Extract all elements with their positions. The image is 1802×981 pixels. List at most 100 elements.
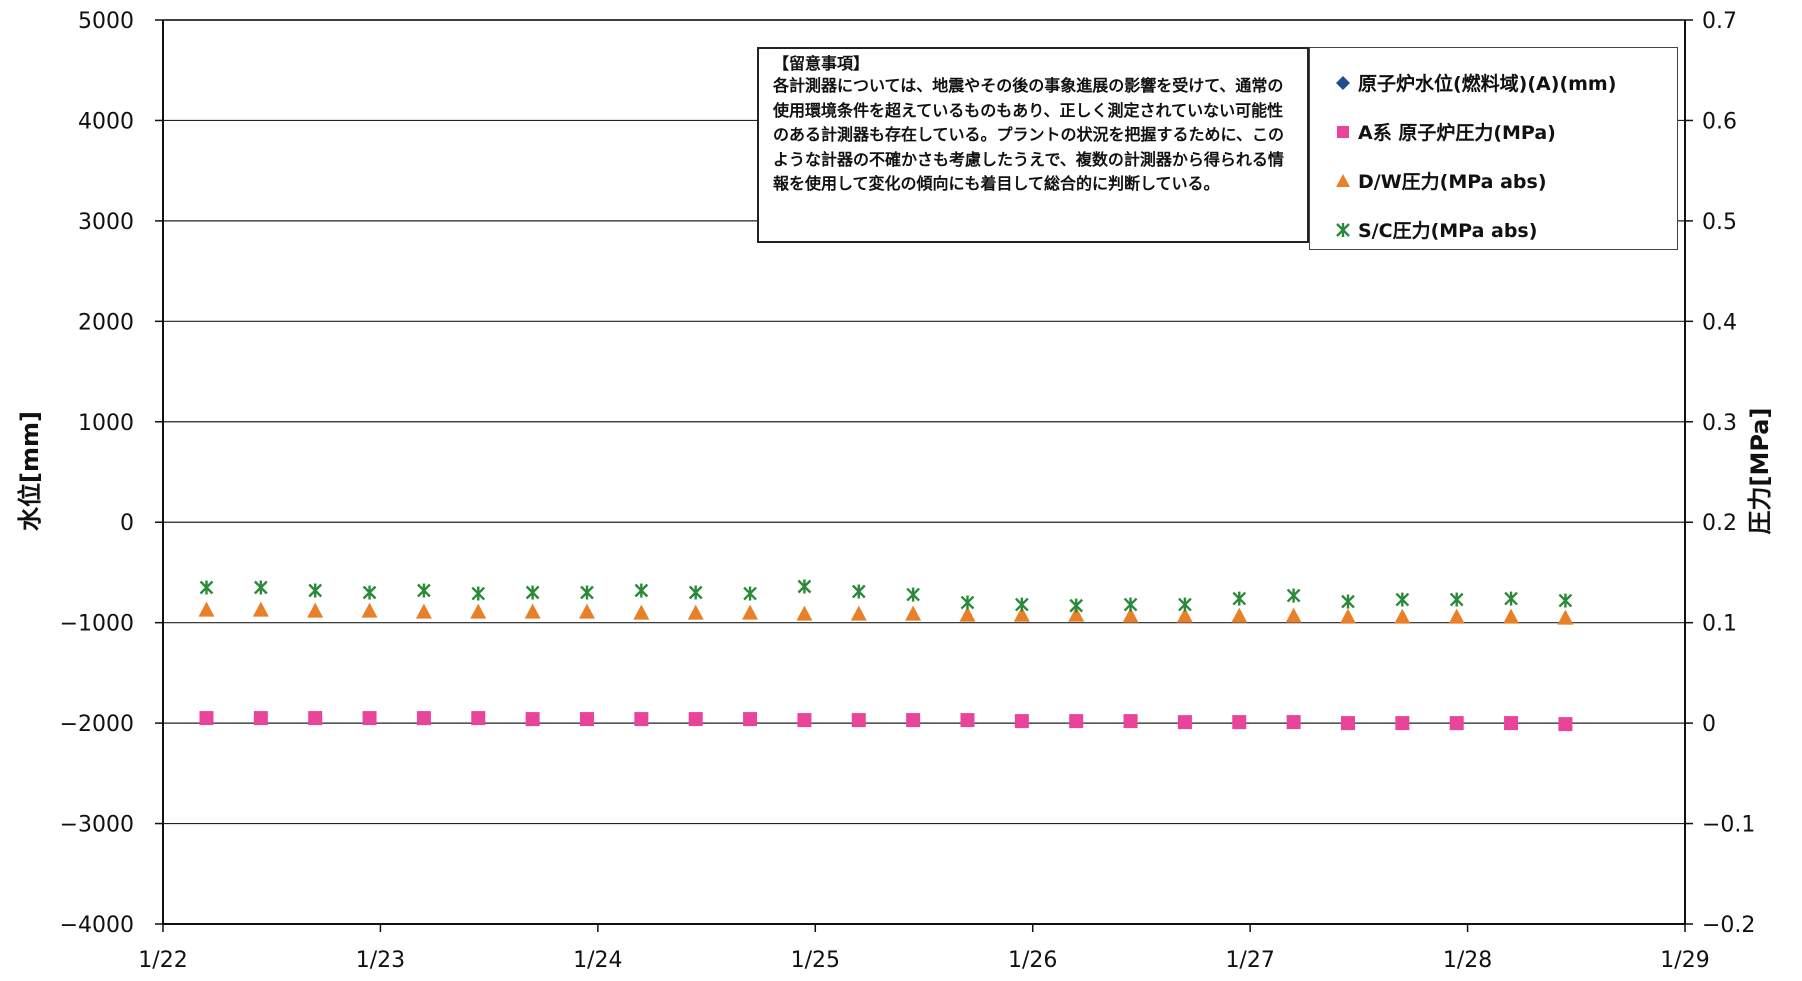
data-point: [1395, 716, 1409, 730]
data-point: [1232, 715, 1246, 729]
data-point: [689, 712, 703, 726]
data-point: [472, 587, 484, 601]
caution-note-title: 【留意事項】: [773, 53, 1297, 74]
data-point: [526, 712, 540, 726]
data-point: [1449, 609, 1465, 624]
data-point: [418, 584, 430, 598]
left-axis-ticks: 5000 4000 3000 2000 1000 0 −1000 −2000 −3000 −400…: [60, 9, 163, 938]
right-tick-label: −0.2: [1702, 913, 1755, 938]
data-point: [633, 605, 649, 620]
legend-label: 原子炉水位(燃料域)(A)(mm): [1358, 69, 1616, 96]
data-point: [200, 581, 212, 595]
data-point: [1178, 715, 1192, 729]
right-tick-label: 0.4: [1702, 310, 1737, 335]
data-point: [1069, 714, 1083, 728]
data-point: [198, 602, 214, 617]
data-point: [1450, 716, 1464, 730]
legend-item-water-level: 原子炉水位(燃料域)(A)(mm): [1334, 58, 1677, 107]
left-tick-label: −2000: [60, 712, 134, 737]
data-point: [742, 605, 758, 620]
data-point: [634, 712, 648, 726]
data-point: [363, 711, 377, 725]
series-square: [199, 711, 1572, 731]
legend-item-sc-pressure: S/C圧力(MPa abs): [1334, 205, 1677, 254]
left-tick-label: −4000: [60, 913, 134, 938]
data-point: [1286, 608, 1302, 623]
right-tick-label: 0.3: [1702, 411, 1737, 436]
left-axis-title: 水位[mm]: [16, 411, 44, 531]
left-tick-label: −3000: [60, 813, 134, 838]
data-point: [853, 585, 865, 599]
data-point: [470, 604, 486, 619]
data-point: [580, 712, 594, 726]
data-point: [690, 586, 702, 600]
left-tick-label: 2000: [78, 310, 134, 335]
data-point: [905, 606, 921, 621]
data-point: [1394, 609, 1410, 624]
data-point: [581, 586, 593, 600]
x-tick-label: 1/28: [1443, 948, 1492, 973]
data-point: [851, 606, 867, 621]
diamond-marker-icon: [1334, 74, 1352, 92]
data-point: [199, 711, 213, 725]
data-point: [1070, 599, 1082, 613]
data-point: [1503, 609, 1519, 624]
data-point: [579, 604, 595, 619]
right-tick-label: −0.1: [1702, 813, 1755, 838]
data-point: [1124, 714, 1138, 728]
series-triangle: [198, 602, 1573, 625]
data-point: [309, 584, 321, 598]
data-point: [1233, 592, 1245, 606]
x-tick-label: 1/29: [1660, 948, 1709, 973]
right-tick-label: 0.2: [1702, 511, 1737, 536]
data-point: [798, 580, 810, 594]
data-point: [961, 596, 973, 610]
data-point: [1558, 717, 1572, 731]
legend: 原子炉水位(燃料域)(A)(mm) A系 原子炉圧力(MPa) D/W圧力(MP…: [1309, 47, 1678, 250]
x-axis-ticks: 1/22 1/23 1/24 1/25 1/26 1/27 1/28 1/29: [138, 924, 1709, 973]
right-tick-label: 0: [1702, 712, 1716, 737]
data-point: [1341, 716, 1355, 730]
legend-label: A系 原子炉圧力(MPa): [1358, 118, 1556, 145]
data-point: [1505, 592, 1517, 606]
data-point: [362, 603, 378, 618]
x-tick-label: 1/27: [1225, 948, 1274, 973]
asterisk-marker-icon: [1334, 221, 1352, 239]
data-point: [1125, 598, 1137, 612]
x-tick-label: 1/26: [1008, 948, 1057, 973]
x-tick-label: 1/25: [791, 948, 840, 973]
data-point: [1179, 598, 1191, 612]
x-tick-label: 1/22: [138, 948, 187, 973]
data-point: [527, 586, 539, 600]
data-point: [255, 581, 267, 595]
data-point: [1288, 589, 1300, 603]
data-point: [416, 604, 432, 619]
right-tick-label: 0.7: [1702, 9, 1737, 34]
data-point: [744, 587, 756, 601]
data-point: [743, 712, 757, 726]
data-point: [308, 711, 322, 725]
right-axis-title: 圧力[MPa]: [1746, 408, 1774, 535]
data-point: [417, 711, 431, 725]
data-series: [198, 580, 1573, 732]
data-point: [1504, 716, 1518, 730]
legend-label: S/C圧力(MPa abs): [1358, 216, 1537, 243]
data-point: [1287, 715, 1301, 729]
data-point: [1396, 593, 1408, 607]
data-point: [960, 713, 974, 727]
data-point: [1016, 598, 1028, 612]
left-tick-label: −1000: [60, 612, 134, 637]
data-point: [688, 605, 704, 620]
data-point: [796, 606, 812, 621]
left-tick-label: 5000: [78, 9, 134, 34]
data-point: [1015, 714, 1029, 728]
x-tick-label: 1/24: [573, 948, 622, 973]
right-tick-label: 0.1: [1702, 612, 1737, 637]
left-tick-label: 4000: [78, 109, 134, 134]
data-point: [253, 602, 269, 617]
right-tick-label: 0.6: [1702, 109, 1737, 134]
series-asterisk: [200, 580, 1571, 613]
x-tick-label: 1/23: [356, 948, 405, 973]
data-point: [635, 584, 647, 598]
left-tick-label: 1000: [78, 411, 134, 436]
